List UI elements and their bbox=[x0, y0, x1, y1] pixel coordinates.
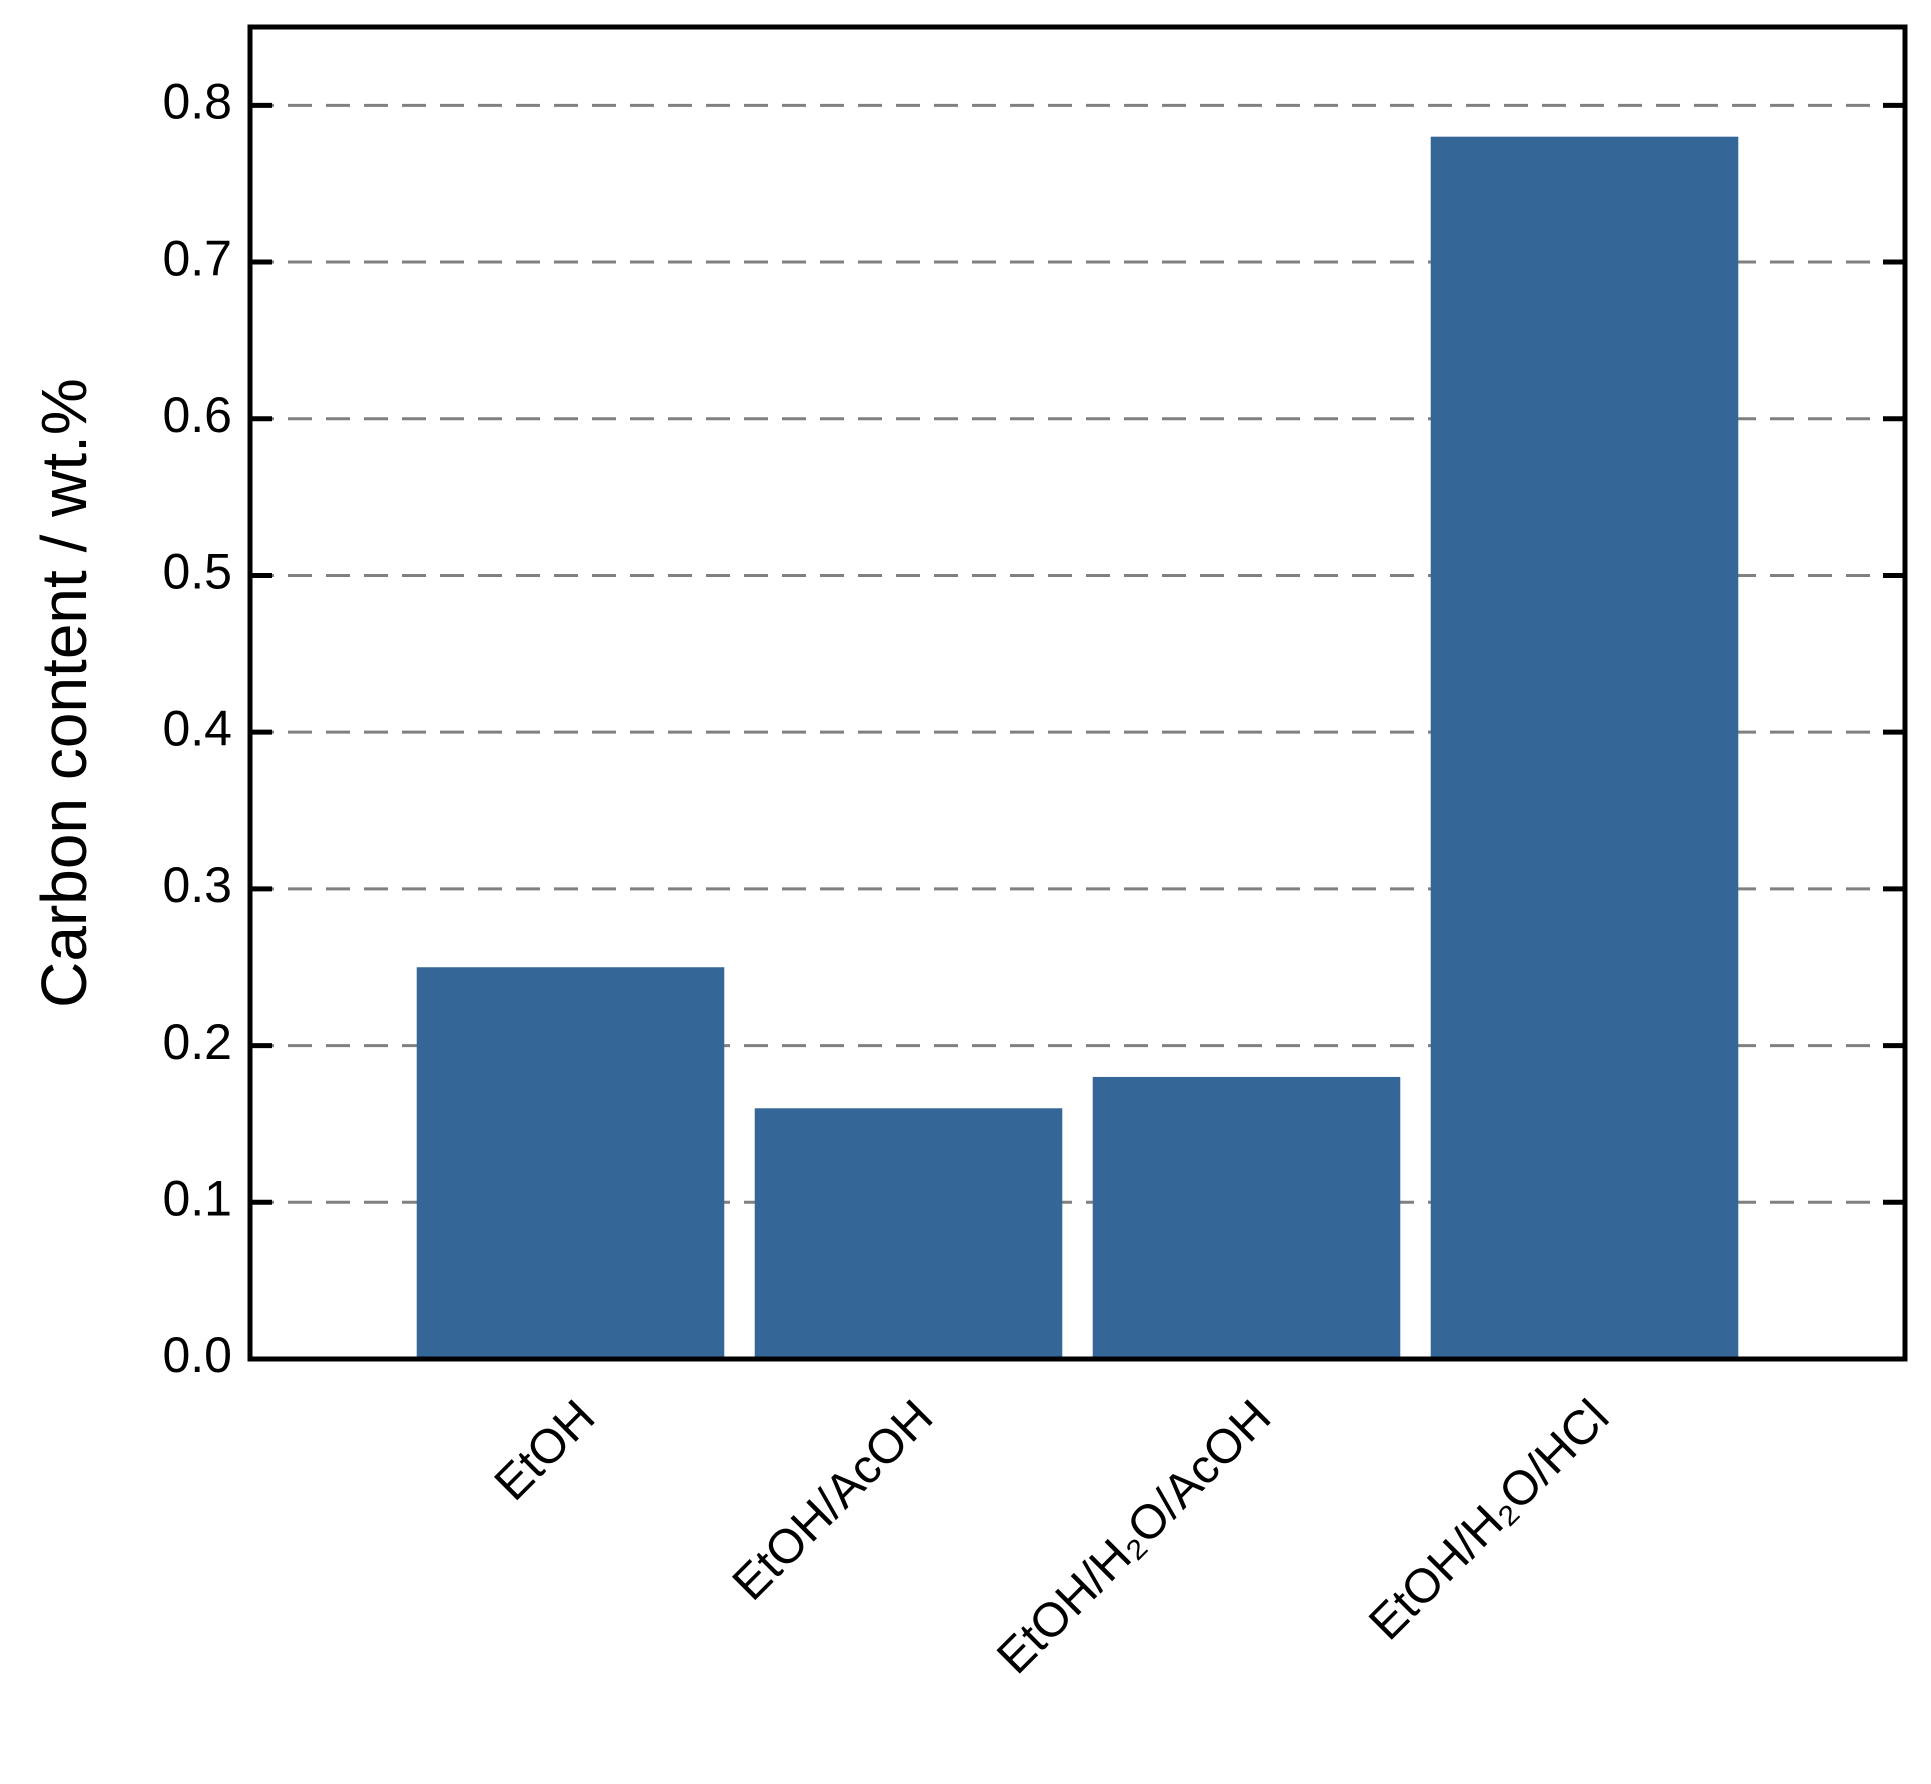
y-tick-label: 0.6 bbox=[162, 387, 232, 443]
y-tick-label: 0.2 bbox=[162, 1014, 232, 1070]
y-tick-label: 0.8 bbox=[162, 74, 232, 130]
y-tick-label: 0.1 bbox=[162, 1170, 232, 1226]
y-tick-label: 0.7 bbox=[162, 230, 232, 286]
y-tick-label: 0.4 bbox=[162, 700, 232, 756]
x-tick-label: EtOH/H₂O/HCl bbox=[1359, 1390, 1619, 1650]
y-tick-label: 0.0 bbox=[162, 1327, 232, 1383]
bar bbox=[754, 1108, 1063, 1359]
bar bbox=[1092, 1076, 1401, 1359]
y-tick-label: 0.5 bbox=[162, 544, 232, 600]
x-tick-label: EtOH/H₂O/AcOH bbox=[987, 1390, 1281, 1684]
x-tick-label: EtOH/AcOH bbox=[723, 1390, 943, 1610]
plot-frame bbox=[247, 24, 1908, 1362]
bar bbox=[416, 967, 725, 1359]
x-tick-label: EtOH bbox=[485, 1390, 605, 1510]
bar bbox=[1430, 136, 1739, 1360]
y-axis-label: Carbon content / wt.% bbox=[28, 378, 100, 1008]
y-tick-label: 0.3 bbox=[162, 857, 232, 913]
